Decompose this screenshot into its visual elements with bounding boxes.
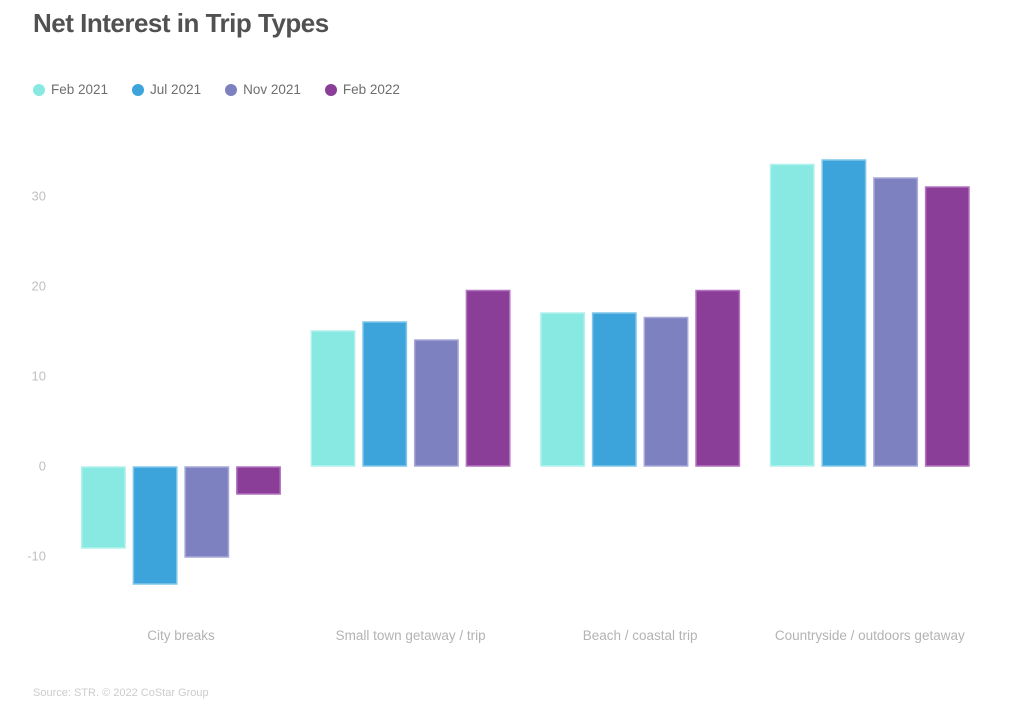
legend-label: Feb 2021: [51, 82, 109, 97]
bar-jul-2021-beach-coastal-trip: [591, 312, 637, 467]
bar-feb-2021-beach-coastal-trip: [540, 312, 586, 467]
bar-feb-2022-beach-coastal-trip: [695, 289, 741, 467]
bar-jul-2021-countryside-outdoors-getaway: [821, 159, 867, 467]
bar-feb-2021-countryside-outdoors-getaway: [769, 163, 815, 467]
bar-jul-2021-city-breaks: [132, 466, 178, 585]
legend-label: Jul 2021: [150, 82, 202, 97]
x-axis-category-label: City breaks: [147, 628, 215, 643]
bar-feb-2021-small-town-getaway-trip: [310, 330, 356, 467]
chart-title: Net Interest in Trip Types: [33, 8, 329, 38]
y-axis-tick-label: -10: [27, 549, 46, 564]
bar-nov-2021-beach-coastal-trip: [643, 316, 689, 467]
y-axis-tick-label: 30: [32, 189, 46, 204]
bar-feb-2021-city-breaks: [80, 466, 126, 549]
bar-nov-2021-small-town-getaway-trip: [413, 339, 459, 467]
y-axis-tick-label: 20: [32, 279, 46, 294]
legend-dot-icon: [132, 83, 145, 96]
x-axis-category-label: Countryside / outdoors getaway: [775, 628, 965, 643]
legend-item-feb-2022: Feb 2022: [324, 82, 400, 97]
y-axis-tick-label: 10: [32, 369, 46, 384]
y-axis-tick-label: 0: [39, 459, 46, 474]
bar-nov-2021-countryside-outdoors-getaway: [873, 177, 919, 467]
legend: Feb 2021 Jul 2021 Nov 2021 Feb 2022: [33, 82, 400, 97]
x-axis-category-label: Beach / coastal trip: [583, 628, 698, 643]
legend-dot-icon: [33, 83, 45, 96]
legend-item-feb-2021: Feb 2021: [33, 82, 108, 97]
bar-feb-2022-city-breaks: [236, 466, 281, 495]
legend-dot-icon: [324, 83, 337, 96]
legend-item-jul-2021: Jul 2021: [132, 82, 201, 97]
legend-label: Feb 2022: [342, 82, 400, 97]
legend-label: Nov 2021: [243, 82, 301, 97]
legend-item-nov-2021: Nov 2021: [225, 82, 301, 97]
source-attribution: Source: STR. © 2022 CoStar Group: [33, 687, 209, 699]
bar-nov-2021-city-breaks: [184, 466, 230, 558]
bar-feb-2022-countryside-outdoors-getaway: [924, 186, 970, 467]
x-axis-category-label: Small town getaway / trip: [336, 628, 486, 643]
bar-jul-2021-small-town-getaway-trip: [362, 321, 408, 467]
legend-dot-icon: [225, 83, 238, 96]
bar-feb-2022-small-town-getaway-trip: [465, 289, 511, 467]
